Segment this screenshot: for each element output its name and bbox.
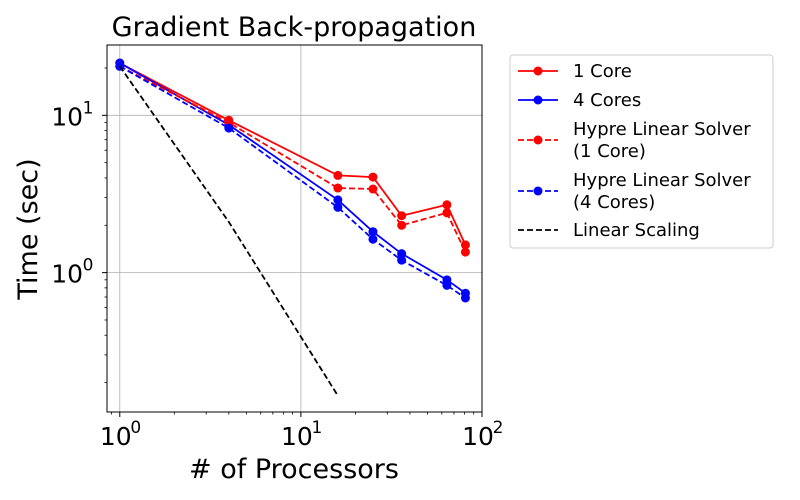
- series-2-point-2: [333, 183, 343, 193]
- legend-label-line: Hypre Linear Solver: [573, 119, 751, 140]
- series-line-2: [119, 65, 467, 253]
- y-tick-label-1: 10: [51, 102, 83, 131]
- y-axis-label: Time (sec): [13, 158, 44, 300]
- series-0-point-4: [397, 211, 407, 221]
- chart-title: Gradient Back-propagation: [112, 12, 477, 43]
- legend-label-4: Linear Scaling: [573, 220, 700, 241]
- series-3-point-4: [397, 255, 407, 265]
- y-tick-label-0: 10: [51, 260, 83, 289]
- series-3-point-3: [368, 234, 378, 244]
- legend-label-3: Hypre Linear Solver (4 Cores): [573, 170, 751, 213]
- series-line-1: [119, 62, 466, 294]
- series-0-point-5: [442, 200, 452, 210]
- legend-label-line: Hypre Linear Solver: [573, 170, 751, 191]
- series-3-point-1: [224, 123, 234, 133]
- x-tick-exponent-0: 0: [130, 418, 141, 438]
- x-tick-label-2: 10: [462, 422, 494, 451]
- legend-box: [509, 54, 774, 249]
- axes-frame: [106, 44, 483, 413]
- series-3-point-6: [460, 293, 470, 303]
- series-line-0: [119, 62, 467, 246]
- series-1-point-3: [368, 227, 378, 237]
- series-3-point-2: [333, 202, 343, 212]
- legend-label-line: Linear Scaling: [573, 220, 700, 241]
- legend-label-1: 4 Cores: [573, 90, 641, 111]
- legend-label-line: 1 Core: [573, 61, 632, 82]
- legend-label-0: 1 Core: [573, 61, 632, 82]
- legend-label-line: (1 Core): [573, 141, 646, 162]
- legend-label-line: (4 Cores): [573, 192, 655, 213]
- series-line-3: [119, 65, 466, 299]
- x-axis-label: # of Processors: [189, 454, 399, 485]
- series-0-point-3: [368, 172, 378, 182]
- legend-marker-1: [533, 95, 543, 105]
- series-1-point-2: [333, 195, 343, 205]
- x-tick-label-0: 10: [100, 422, 132, 451]
- legend-label-line: 4 Cores: [573, 90, 641, 111]
- series-1-point-4: [397, 249, 407, 259]
- series-3-point-5: [442, 280, 452, 290]
- series-2-point-6: [460, 247, 470, 257]
- series-line-4: [119, 65, 339, 397]
- series-2-point-3: [368, 184, 378, 194]
- y-tick-exponent-1: 1: [83, 98, 94, 118]
- x-tick-label-1: 10: [281, 422, 313, 451]
- series-2-point-5: [442, 208, 452, 218]
- series-2-point-4: [397, 220, 407, 230]
- x-tick-exponent-1: 1: [311, 418, 322, 438]
- series-0-point-2: [333, 170, 343, 180]
- legend-marker-0: [533, 66, 543, 76]
- legend-label-2: Hypre Linear Solver (1 Core): [573, 119, 751, 162]
- legend-marker-3: [533, 186, 543, 196]
- legend-marker-2: [533, 135, 543, 145]
- x-tick-exponent-2: 2: [493, 418, 504, 438]
- y-tick-exponent-0: 0: [83, 256, 94, 276]
